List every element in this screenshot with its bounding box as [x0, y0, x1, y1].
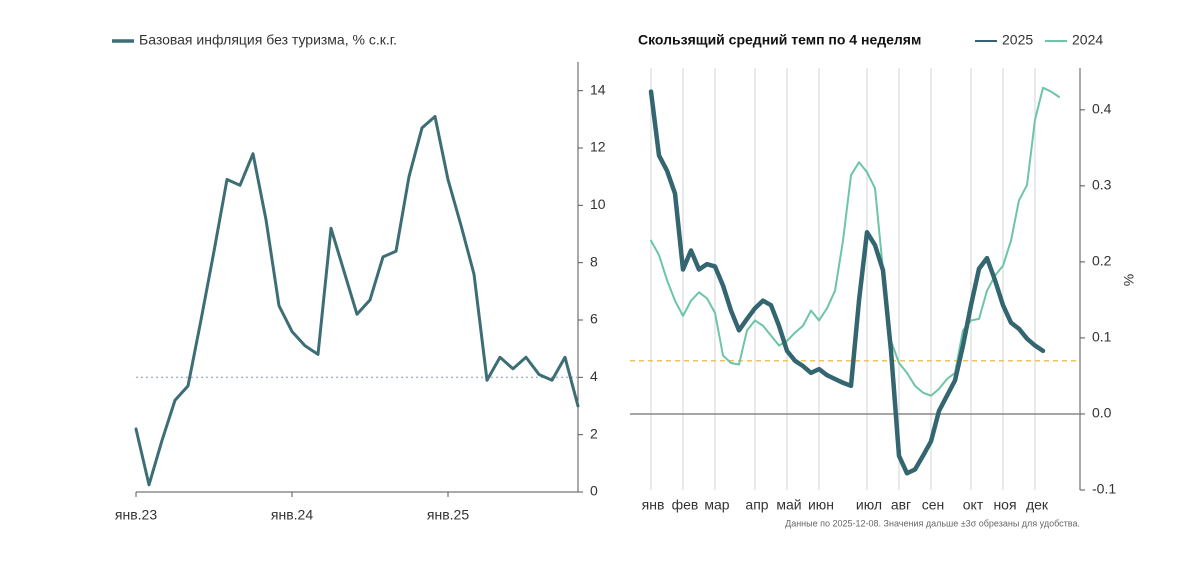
- legend-label: 2025: [1002, 32, 1033, 48]
- y-tick-label: 0.3: [1092, 177, 1112, 193]
- x-tick-label: ноя: [993, 497, 1016, 513]
- x-tick-label: янв.25: [427, 507, 469, 523]
- series-line: [650, 86, 1060, 397]
- x-tick-label: май: [776, 497, 801, 513]
- legend-label: Базовая инфляция без туризма, % с.к.г.: [139, 32, 397, 48]
- y-tick-label: -0.1: [1092, 481, 1116, 497]
- x-tick-label: янв: [642, 497, 665, 513]
- x-tick-label: мар: [704, 497, 729, 513]
- x-tick-label: июл: [856, 497, 882, 513]
- y-tick-label: 0.2: [1092, 253, 1112, 269]
- y-tick-label: 0: [590, 483, 598, 499]
- y-tick-label: 10: [590, 196, 606, 212]
- x-tick-label: дек: [1026, 497, 1049, 513]
- x-tick-label: сен: [922, 497, 945, 513]
- y-tick-label: 6: [590, 311, 598, 327]
- x-tick-label: окт: [963, 497, 984, 513]
- series-line: [648, 89, 1046, 476]
- footnote: Данные по 2025-12-08. Значения дальше ±3…: [785, 518, 1080, 528]
- y-tick-label: 8: [590, 253, 598, 269]
- y-axis-label: %: [1121, 274, 1137, 286]
- y-tick-label: 4: [590, 368, 598, 384]
- x-tick-label: янв.23: [115, 507, 157, 523]
- y-tick-label: 0.1: [1092, 329, 1112, 345]
- y-tick-label: 2: [590, 425, 598, 441]
- x-tick-label: фев: [672, 497, 699, 513]
- x-tick-label: июн: [808, 497, 834, 513]
- series-line: [134, 114, 580, 487]
- y-tick-label: 0.4: [1092, 101, 1112, 117]
- y-tick-label: 12: [590, 139, 606, 155]
- x-tick-label: авг: [891, 497, 911, 513]
- x-tick-label: апр: [745, 497, 768, 513]
- x-tick-label: янв.24: [271, 507, 313, 523]
- y-tick-label: 14: [590, 81, 606, 97]
- y-tick-label: 0.0: [1092, 405, 1112, 421]
- legend-label: 2024: [1072, 32, 1103, 48]
- chart-title: Скользящий средний темп по 4 неделям: [638, 32, 921, 48]
